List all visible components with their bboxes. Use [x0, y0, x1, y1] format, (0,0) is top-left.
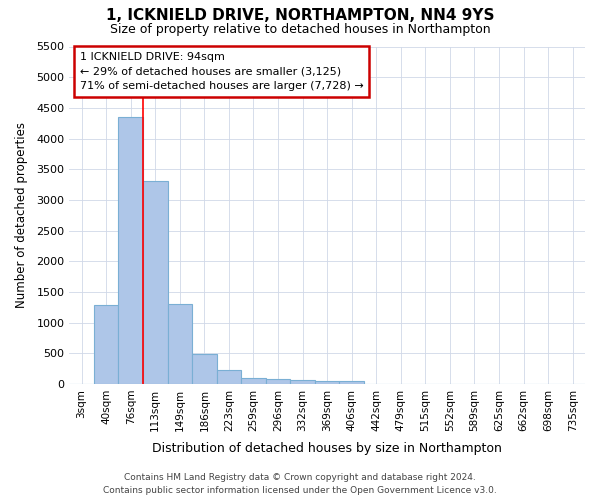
Text: 1, ICKNIELD DRIVE, NORTHAMPTON, NN4 9YS: 1, ICKNIELD DRIVE, NORTHAMPTON, NN4 9YS — [106, 8, 494, 22]
Bar — [315, 381, 340, 384]
Bar — [217, 370, 241, 384]
Text: 1 ICKNIELD DRIVE: 94sqm
← 29% of detached houses are smaller (3,125)
71% of semi: 1 ICKNIELD DRIVE: 94sqm ← 29% of detache… — [80, 52, 364, 91]
Bar — [241, 378, 266, 384]
Bar — [192, 354, 217, 384]
Bar — [290, 380, 315, 384]
Bar — [340, 381, 364, 384]
Text: Size of property relative to detached houses in Northampton: Size of property relative to detached ho… — [110, 22, 490, 36]
Bar — [167, 304, 192, 384]
Bar — [118, 117, 143, 384]
Bar — [266, 379, 290, 384]
Y-axis label: Number of detached properties: Number of detached properties — [15, 122, 28, 308]
Bar — [143, 182, 167, 384]
Bar — [94, 306, 118, 384]
X-axis label: Distribution of detached houses by size in Northampton: Distribution of detached houses by size … — [152, 442, 502, 455]
Text: Contains HM Land Registry data © Crown copyright and database right 2024.
Contai: Contains HM Land Registry data © Crown c… — [103, 474, 497, 495]
